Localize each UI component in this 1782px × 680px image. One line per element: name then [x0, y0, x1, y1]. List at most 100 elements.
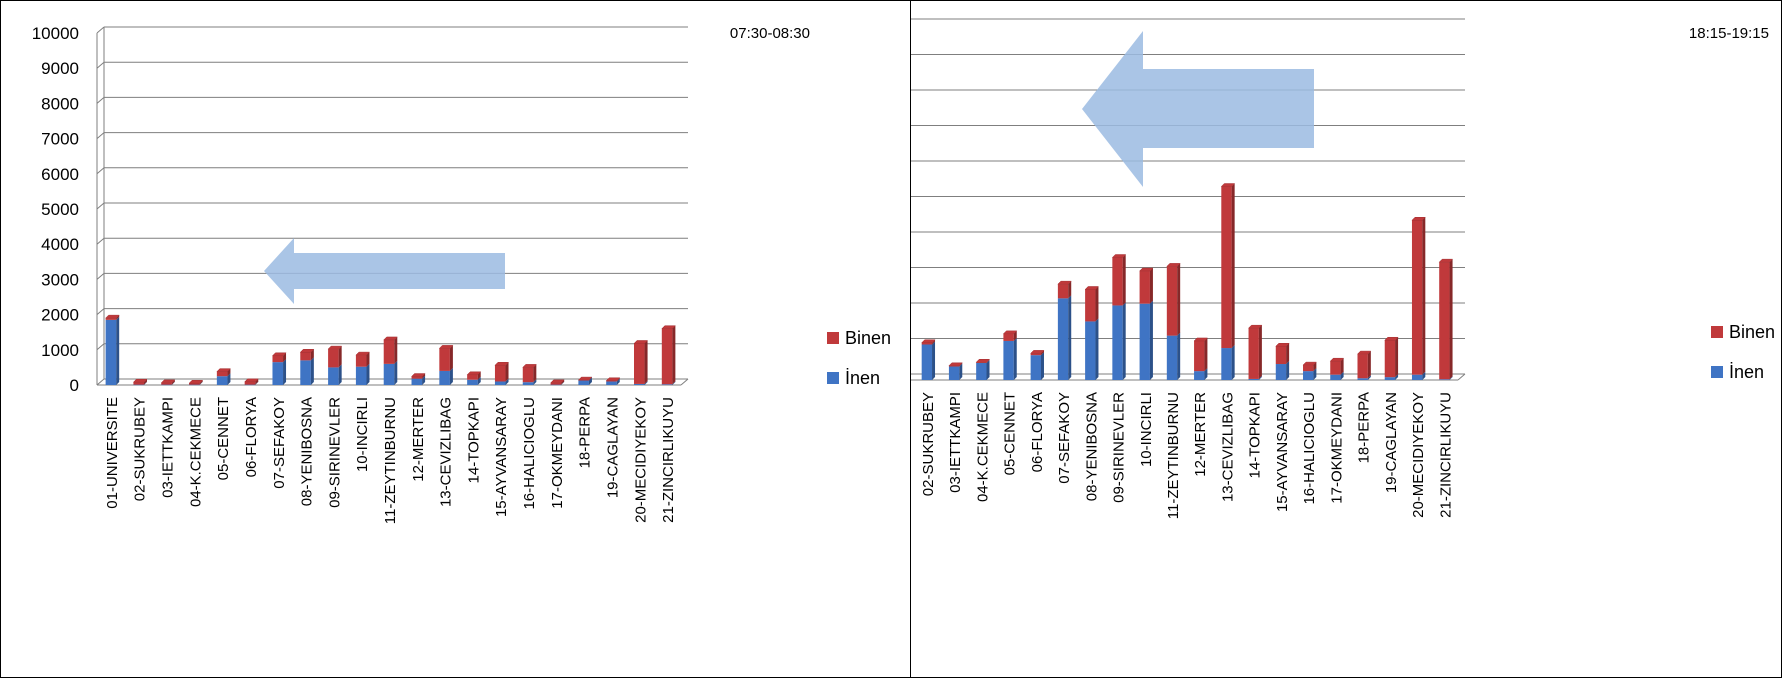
bar-inen [1194, 371, 1205, 380]
gridline-skew [96, 378, 105, 386]
bar-binen-side [1340, 358, 1344, 375]
y-tick-label: 8000 [41, 94, 79, 113]
x-tick-label: 19-CAGLAYAN [1383, 392, 1400, 493]
bar-inen-side [959, 363, 963, 380]
legend-label-binen: Binen [1729, 321, 1776, 342]
bar-binen [1221, 186, 1232, 349]
bar-inen-side [1040, 352, 1044, 380]
bar-binen-side [533, 364, 537, 383]
bar-binen-side [561, 379, 565, 385]
bar-inen [494, 381, 506, 385]
bar-inen [411, 378, 423, 385]
legend-label-inen: İnen [845, 367, 881, 388]
bar-inen [439, 370, 450, 385]
bar-binen [1003, 333, 1014, 341]
bar-binen-side [171, 379, 175, 385]
bar-binen [494, 365, 506, 382]
bar-binen-side [143, 379, 147, 385]
bar-top-cap [216, 368, 232, 372]
bar-inen [1303, 371, 1314, 380]
bar-binen [1166, 266, 1178, 336]
bar-top-cap [105, 314, 120, 319]
x-tick-label: 14-TOPKAPI [465, 397, 482, 483]
direction-arrow [264, 238, 505, 304]
bar-inen [661, 384, 673, 385]
bar-binen-side [1095, 286, 1099, 322]
bar-inen-side [338, 364, 342, 385]
x-tick-label: 07-SEFAKOY [271, 397, 288, 489]
bar-binen-side [1258, 325, 1262, 379]
bar-inen-side [986, 359, 990, 380]
bar-inen-side [1449, 376, 1453, 380]
bar-binen [1057, 284, 1069, 299]
bar-inen-side [1122, 302, 1126, 380]
bar-inen-side [672, 381, 676, 385]
bar-inen [467, 379, 478, 385]
bar-top-cap [1138, 267, 1154, 272]
x-tick-label: 15-AYVANSARAY [493, 397, 510, 517]
chart-svg-evening: 0100020003000400050006000700080009000100… [911, 18, 1466, 519]
bar-inen [1275, 364, 1287, 380]
bar-top-cap [438, 345, 454, 349]
bar-inen [1030, 355, 1041, 380]
bar-top-cap [466, 371, 482, 376]
bar-inen [522, 382, 534, 385]
floor-edge [680, 378, 689, 386]
bar-top-cap [1411, 217, 1426, 221]
bar-binen-side [1204, 337, 1208, 372]
bar-inen [355, 366, 367, 385]
bar-inen-side [171, 381, 175, 385]
bar-inen-side [227, 373, 231, 385]
legend-swatch-inen [827, 372, 839, 384]
gridline-skew [96, 26, 105, 34]
x-tick-label: 04-K.CEKMECE [187, 397, 204, 507]
bar-top-cap [633, 340, 649, 344]
x-tick-label: 12-MERTER [1192, 392, 1209, 477]
bar-top-cap [975, 359, 991, 363]
bar-inen [133, 384, 144, 386]
bar-binen-side [1422, 217, 1426, 375]
x-tick-label: 11-ZEYTINBURNU [382, 397, 399, 524]
bar-binen-side [1068, 281, 1072, 299]
bar-inen [1085, 321, 1096, 380]
bar-binen-side [1367, 351, 1371, 379]
y-tick-label: 0 [70, 376, 79, 395]
bar-inen-side [1013, 337, 1017, 380]
bar-inen-side [505, 378, 509, 385]
y-tick-label: 2000 [41, 306, 79, 325]
bar-inen [1221, 348, 1232, 380]
y-tick-label: 7000 [41, 130, 79, 149]
bar-binen [411, 376, 423, 379]
x-tick-label: 04-K.CEKMECE [974, 392, 991, 502]
bar-top-cap [244, 378, 259, 383]
bar-binen [189, 383, 200, 385]
bar-inen-side [1313, 368, 1317, 380]
gridline-skew [96, 61, 105, 69]
bar-binen-side [366, 352, 370, 367]
legend-morning: Binen İnen [827, 326, 891, 406]
bar-top-cap [605, 377, 621, 382]
bar-binen [216, 371, 228, 377]
bar-binen [467, 374, 478, 380]
legend-label-binen: Binen [845, 327, 892, 348]
bar-top-cap [494, 362, 510, 366]
bar-top-cap [1166, 263, 1181, 267]
bar-inen [921, 344, 933, 380]
bar-inen [161, 384, 172, 386]
bar-top-cap [577, 376, 593, 381]
bar-inen [189, 384, 200, 386]
x-tick-label: 07-SEFAKOY [1056, 392, 1073, 484]
chart-panel-evening: 0100020003000400050006000700080009000100… [910, 0, 1782, 678]
x-tick-label: 09-SIRINEVLER [1111, 392, 1128, 503]
bar-inen [606, 381, 617, 385]
gridline-skew [96, 167, 105, 175]
legend-label-inen: İnen [1729, 361, 1765, 382]
bar-top-cap [1438, 258, 1454, 263]
bar-inen-side [561, 381, 565, 385]
bar-top-cap [271, 352, 287, 357]
x-tick-label: 09-SIRINEVLER [326, 397, 343, 508]
x-tick-label: 18-PERPA [577, 397, 594, 468]
gridline-skew [96, 97, 105, 104]
bar-inen [1003, 340, 1014, 380]
